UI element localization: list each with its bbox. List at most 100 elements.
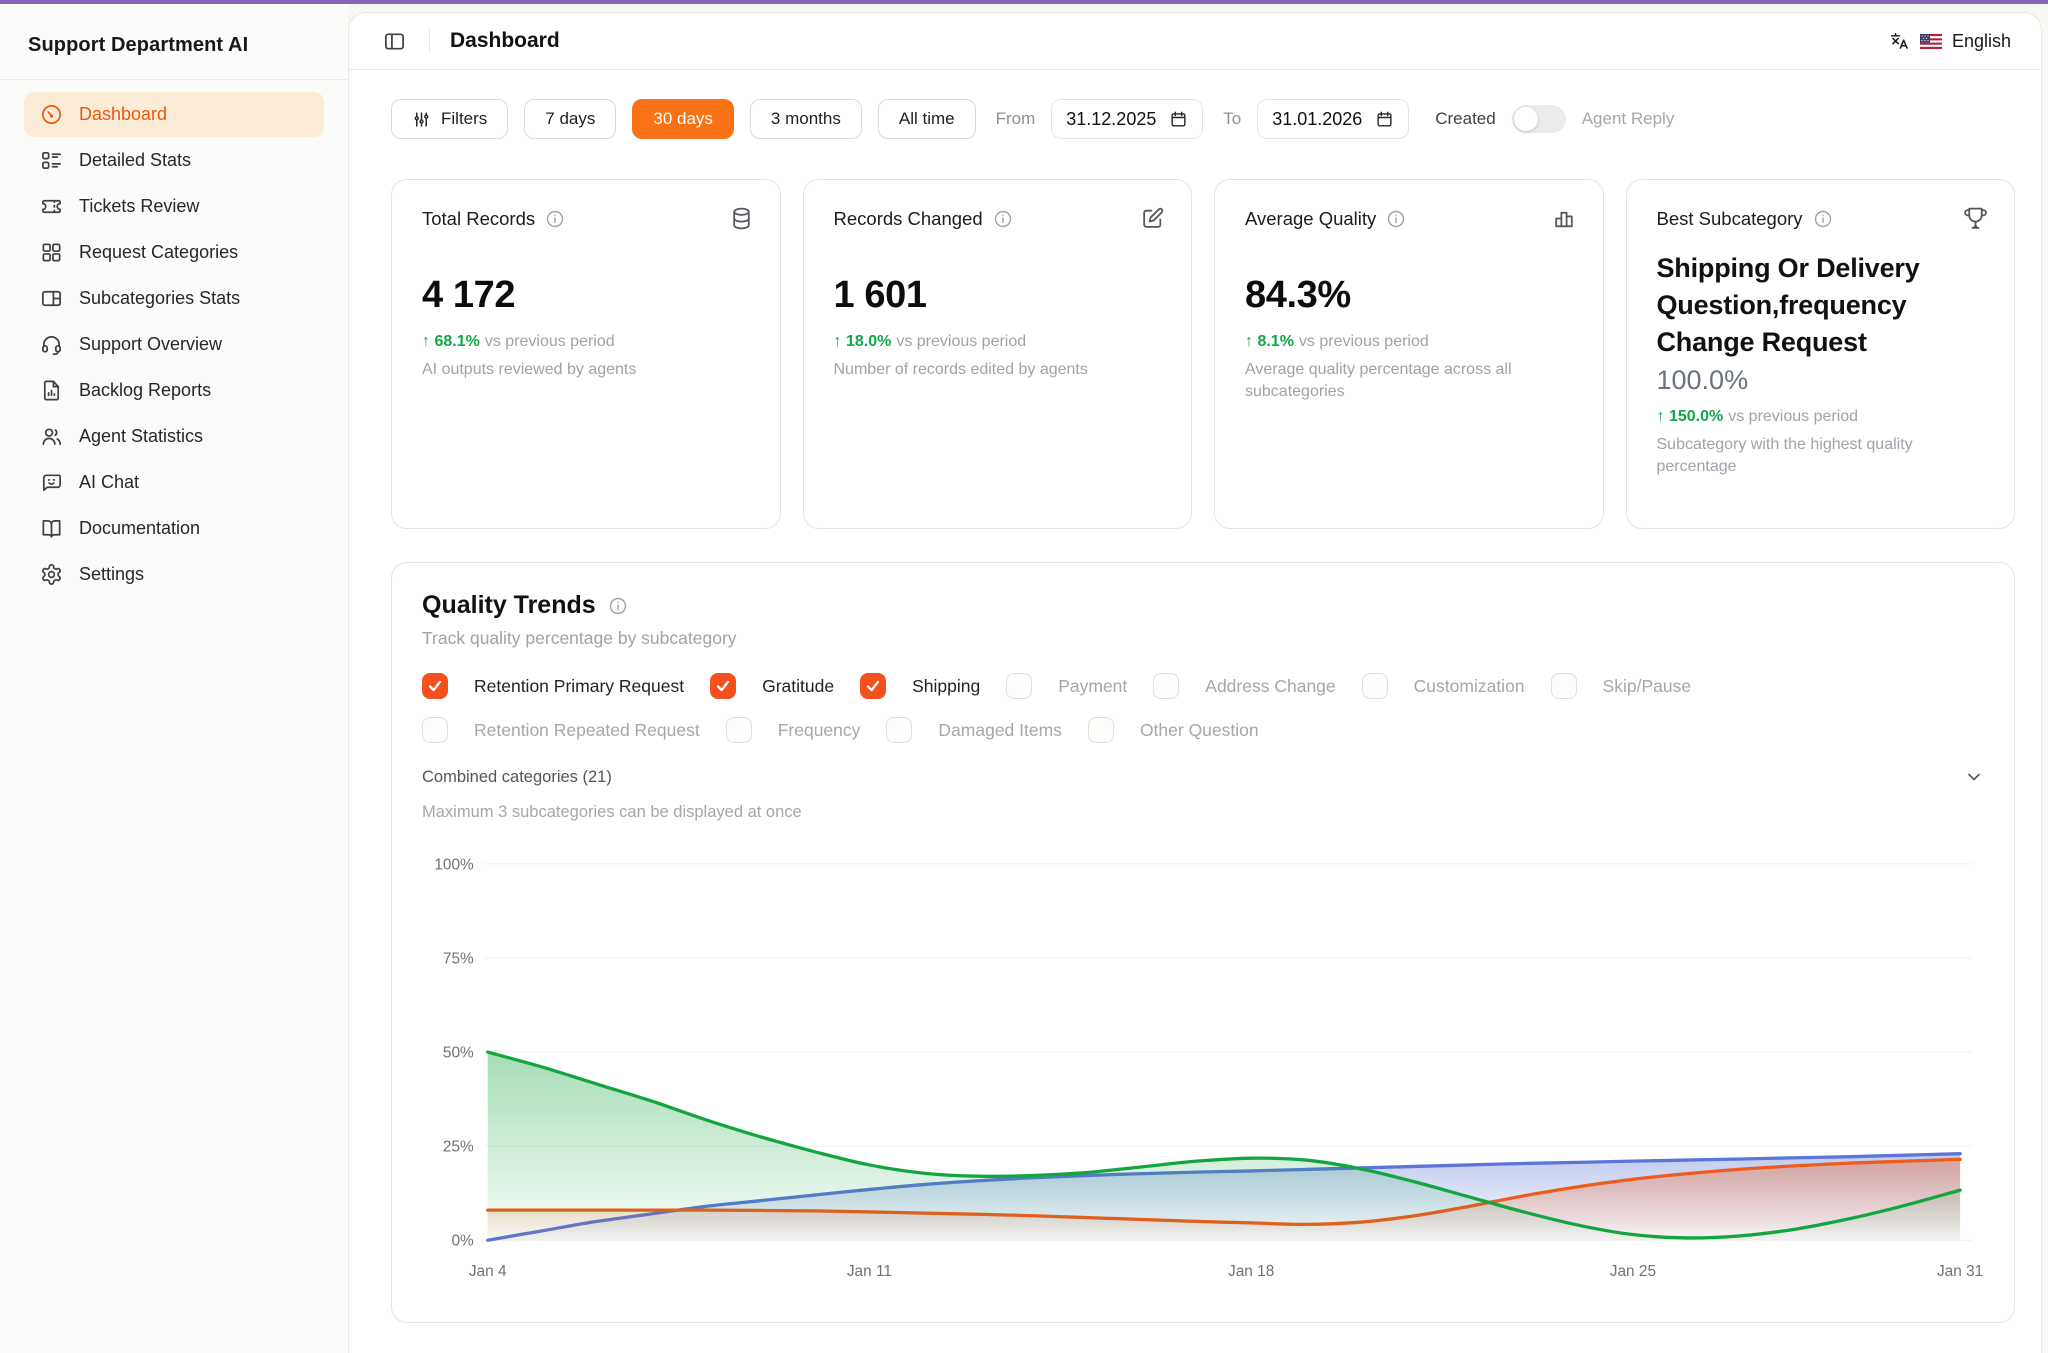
- translate-icon: [1889, 31, 1910, 52]
- sidebar-item-label: AI Chat: [79, 472, 140, 492]
- book-icon: [40, 517, 63, 540]
- combined-categories-expander[interactable]: Combined categories (21): [422, 767, 1984, 787]
- checkbox-box[interactable]: [422, 717, 448, 743]
- card-description: AI outputs reviewed by agents: [422, 361, 637, 378]
- checkbox-damaged-items[interactable]: Damaged Items: [886, 717, 1062, 743]
- gear-icon: [40, 563, 63, 586]
- card-value: 4 172: [422, 274, 516, 316]
- toggle-knob: [1513, 107, 1538, 131]
- checkbox-retention-repeated-request[interactable]: Retention Repeated Request: [422, 717, 700, 743]
- svg-text:Jan 25: Jan 25: [1610, 1263, 1656, 1280]
- sidebar-item-support-overview[interactable]: Support Overview: [24, 322, 324, 367]
- to-label: To: [1223, 109, 1242, 128]
- info-icon[interactable]: [1813, 209, 1833, 229]
- checkbox-box[interactable]: [710, 673, 737, 699]
- checkbox-retention-primary-request[interactable]: Retention Primary Request: [422, 673, 684, 699]
- sidebar-item-agent-statistics[interactable]: Agent Statistics: [24, 414, 324, 459]
- period-button-7-days[interactable]: 7 days: [524, 99, 617, 139]
- period-button-3-months[interactable]: 3 months: [749, 99, 862, 139]
- calendar-icon: [1169, 110, 1188, 129]
- date-to-input[interactable]: 31.01.2026: [1257, 99, 1410, 139]
- delta-value: ↑ 8.1%: [1245, 333, 1294, 350]
- svg-text:Jan 18: Jan 18: [1228, 1263, 1274, 1280]
- page-title: Dashboard: [450, 29, 560, 52]
- agent-reply-label: Agent Reply: [1581, 109, 1675, 128]
- checkbox-payment[interactable]: Payment: [1006, 673, 1127, 699]
- checkbox-frequency[interactable]: Frequency: [725, 717, 860, 743]
- delta-value: ↑ 68.1%: [422, 333, 480, 350]
- checkbox-box[interactable]: [1006, 673, 1033, 699]
- card-description: Average quality percentage across all su…: [1245, 361, 1512, 400]
- chat-icon: [40, 471, 63, 494]
- checkbox-box[interactable]: [422, 673, 448, 699]
- sidebar-divider: [0, 79, 348, 80]
- card-records-changed: Records Changed 1 601 ↑ 18.0% vs previous…: [802, 179, 1192, 529]
- period-button-all-time[interactable]: All time: [877, 99, 976, 139]
- filters-button[interactable]: Filters: [391, 99, 509, 139]
- created-label: Created: [1435, 109, 1496, 128]
- checkbox-skip-pause[interactable]: Skip/Pause: [1550, 673, 1691, 699]
- delta-value: ↑ 18.0%: [833, 333, 892, 350]
- checkbox-box[interactable]: [1087, 717, 1114, 743]
- sidebar-item-dashboard[interactable]: Dashboard: [24, 92, 324, 137]
- sidebar-item-settings[interactable]: Settings: [24, 552, 324, 597]
- checkbox-box[interactable]: [725, 717, 752, 743]
- main-panel: Dashboard English Filters 7 days 30 days…: [348, 12, 2042, 1353]
- checkbox-address-change[interactable]: Address Change: [1153, 673, 1336, 699]
- sidebar-item-label: Subcategories Stats: [79, 288, 241, 308]
- chevron-down-icon: [1964, 767, 1984, 787]
- date-from-input[interactable]: 31.12.2025: [1051, 99, 1204, 139]
- sidebar-item-backlog-reports[interactable]: Backlog Reports: [24, 368, 324, 413]
- calendar-icon: [1375, 110, 1394, 129]
- sidebar-nav: Dashboard Detailed Stats Tickets Review …: [0, 92, 348, 597]
- users-icon: [40, 425, 63, 448]
- svg-text:0%: 0%: [451, 1233, 474, 1250]
- combined-categories-label: Combined categories (21): [422, 767, 612, 786]
- info-icon[interactable]: [1386, 209, 1406, 229]
- info-icon[interactable]: [608, 596, 628, 616]
- checkbox-other-question[interactable]: Other Question: [1087, 717, 1259, 743]
- report-icon: [40, 379, 63, 402]
- checkbox-customization[interactable]: Customization: [1361, 673, 1525, 699]
- svg-text:75%: 75%: [443, 950, 474, 967]
- sliders-icon: [412, 110, 431, 129]
- sidebar-item-subcategories-stats[interactable]: Subcategories Stats: [24, 276, 324, 321]
- sidebar-item-request-categories[interactable]: Request Categories: [24, 230, 324, 275]
- sidebar-item-label: Detailed Stats: [79, 150, 192, 170]
- checkbox-shipping[interactable]: Shipping: [860, 673, 980, 699]
- info-icon[interactable]: [993, 209, 1013, 229]
- card-title: Best Subcategory: [1656, 208, 1803, 229]
- sidebar-toggle-button[interactable]: [379, 26, 409, 56]
- sidebar-item-tickets-review[interactable]: Tickets Review: [24, 184, 324, 229]
- sidebar-item-label: Agent Statistics: [79, 426, 204, 446]
- edit-icon: [1140, 206, 1165, 231]
- sidebar-item-detailed-stats[interactable]: Detailed Stats: [24, 138, 324, 183]
- max-subcategories-note: Maximum 3 subcategories can be displayed…: [422, 803, 802, 821]
- info-icon[interactable]: [545, 209, 565, 229]
- from-label: From: [995, 109, 1036, 128]
- checkbox-box[interactable]: [886, 717, 913, 743]
- checkbox-box[interactable]: [1550, 673, 1577, 699]
- svg-text:100%: 100%: [434, 856, 474, 873]
- sidebar-item-label: Support Overview: [79, 334, 223, 354]
- checkbox-box[interactable]: [860, 673, 887, 699]
- quality-trends-chart[interactable]: 0% 25% 50% 75% 100% Jan 4 Jan 11 Jan 18 Jan 25 Ja…: [422, 842, 1984, 1298]
- language-selector[interactable]: English: [1889, 31, 2011, 52]
- checkbox-box[interactable]: [1153, 673, 1180, 699]
- delta-value: ↑ 150.0%: [1656, 408, 1724, 425]
- sidebar-item-ai-chat[interactable]: AI Chat: [24, 460, 324, 505]
- delta-suffix: vs previous period: [896, 333, 1027, 350]
- card-title: Average Quality: [1245, 208, 1377, 229]
- card-title: Total Records: [422, 208, 536, 229]
- us-flag-icon: [1919, 33, 1942, 49]
- checkbox-box[interactable]: [1361, 673, 1388, 699]
- trophy-icon: [1963, 206, 1988, 231]
- card-total-records: Total Records 4 172 ↑ 68.1% vs previous p…: [391, 179, 781, 529]
- delta-suffix: vs previous period: [484, 333, 615, 350]
- created-agent-reply-toggle[interactable]: [1511, 105, 1566, 133]
- sidebar-item-documentation[interactable]: Documentation: [24, 506, 324, 551]
- delta-suffix: vs previous period: [1728, 408, 1859, 425]
- quality-trends-title: Quality Trends: [422, 591, 596, 619]
- checkbox-gratitude[interactable]: Gratitude: [710, 673, 834, 699]
- period-button-30-days[interactable]: 30 days: [632, 99, 734, 139]
